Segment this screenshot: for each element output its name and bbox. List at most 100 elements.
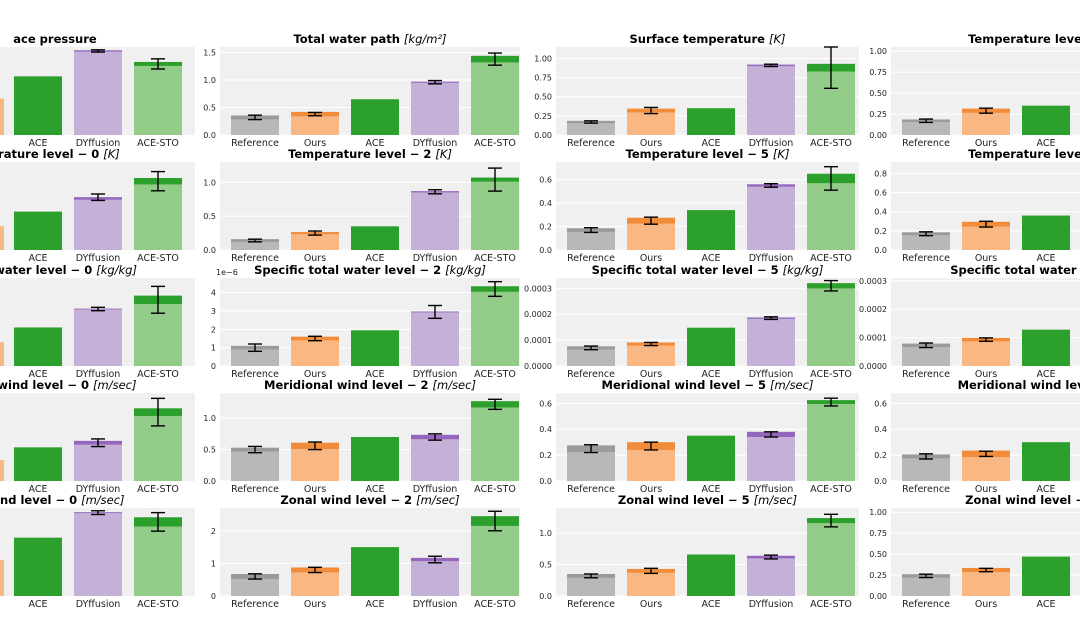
bar-ace	[687, 327, 735, 366]
y-tick-label: 1.00	[869, 47, 887, 56]
subplot-title: Specific total water lev	[950, 263, 1080, 277]
y-tick-label: 0.2	[539, 223, 552, 232]
x-tick-label: Reference	[231, 484, 279, 495]
x-tick-label: Ours	[304, 369, 326, 380]
subplot-title: Zonal wind level −	[965, 493, 1080, 507]
x-tick-label: ACE	[366, 369, 385, 380]
x-tick-label: Reference	[902, 138, 950, 149]
y-tick-label: 1.0	[203, 414, 216, 423]
y-scale-label: 1e−6	[216, 268, 238, 277]
x-tick-label: ACE	[29, 599, 48, 610]
subplot-10: 0 1 2 3 4 1e−6 Reference Ours ACE DYffusion ACE-ST…	[211, 263, 520, 380]
x-tick-label: Reference	[231, 138, 279, 149]
y-tick-label: 2	[211, 325, 216, 334]
x-tick-label: ACE-STO	[137, 599, 179, 610]
bar-ace	[1022, 329, 1070, 366]
y-tick-label: 0.4	[539, 199, 552, 208]
x-tick-label: ACE-STO	[474, 138, 516, 149]
x-tick-label: Ours	[975, 253, 997, 264]
bar-ace-sto	[471, 59, 519, 135]
x-tick-label: ACE	[702, 253, 721, 264]
subplot-13: ACE DYffusion ACE-STO nal wind level − 0 [m…	[0, 378, 195, 495]
x-tick-label: ACE-STO	[474, 253, 516, 264]
subplot-2: 0.0 0.5 1.0 1.5 Reference Ours ACE DYffusion ACE…	[203, 32, 520, 149]
bar-dyffusion	[747, 557, 795, 596]
bar-reference	[231, 347, 279, 366]
x-tick-label: ACE-STO	[137, 138, 179, 149]
y-tick-label: 0.4	[874, 425, 887, 434]
bar-partial	[0, 226, 4, 250]
subplot-11: 0.0000 0.0001 0.0002 0.0003 Reference Ours ACE…	[524, 263, 859, 380]
bar-ours	[291, 445, 339, 481]
y-tick-label: 0.0	[539, 477, 552, 486]
x-tick-label: ACE	[29, 138, 48, 149]
subplot-3: 0.00 0.25 0.50 0.75 1.00 Reference Ours ACE DYff…	[534, 32, 859, 149]
bar-ace	[14, 76, 62, 135]
bar-ours	[627, 446, 675, 481]
y-tick-label: 0.5	[203, 104, 216, 113]
bar-ours	[627, 344, 675, 366]
x-tick-label: Reference	[902, 484, 950, 495]
bar-dyffusion	[747, 318, 795, 366]
x-tick-label: Reference	[567, 138, 615, 149]
y-tick-label: 0.0003	[524, 284, 552, 293]
x-tick-label: ACE-STO	[810, 369, 852, 380]
x-tick-label: ACE	[366, 253, 385, 264]
x-tick-label: Reference	[567, 599, 615, 610]
subplot-title: Zonal wind level − 5 [m/sec]	[618, 493, 797, 507]
y-tick-label: 0.0	[203, 131, 216, 140]
x-tick-label: Ours	[975, 484, 997, 495]
bar-dyffusion	[747, 65, 795, 135]
y-tick-label: 1.0	[539, 529, 552, 538]
y-tick-label: 0.4	[874, 208, 887, 217]
bar-dyffusion	[411, 191, 459, 250]
bar-ours	[627, 110, 675, 135]
bar-reference	[231, 449, 279, 481]
x-tick-label: Reference	[231, 253, 279, 264]
x-tick-label: Ours	[304, 599, 326, 610]
x-tick-label: Ours	[304, 138, 326, 149]
y-tick-label: 0.0002	[524, 310, 552, 319]
x-tick-label: DYffusion	[413, 369, 458, 380]
bar-dyffusion	[74, 197, 122, 250]
y-tick-label: 0.2	[874, 451, 887, 460]
y-tick-label: 0	[211, 362, 216, 371]
bar-ours	[291, 233, 339, 250]
x-tick-label: ACE-STO	[810, 484, 852, 495]
bar-ace	[14, 447, 62, 481]
subplot-6: 0.0 0.5 1.0 Reference Ours ACE DYffusion ACE-ST…	[203, 147, 520, 264]
x-tick-label: ACE	[702, 599, 721, 610]
bar-ours	[291, 338, 339, 366]
subplot-12: 0.0000 0.0001 0.0002 0.0003 Reference Ours ACE…	[859, 263, 1080, 380]
y-tick-label: 4	[211, 289, 216, 298]
bar-ace	[351, 99, 399, 135]
x-tick-label: ACE-STO	[810, 599, 852, 610]
subplot-title: Temperature level − 2 [K]	[288, 147, 452, 161]
bar-ours	[962, 224, 1010, 250]
x-tick-label: ACE	[1037, 253, 1056, 264]
subplot-1: ACE DYffusion ACE-STO ace pressure	[0, 32, 195, 149]
subplot-18: 0 1 2 Reference Ours ACE DYffusion ACE-STO Zonal…	[211, 493, 520, 610]
bar-ace	[351, 437, 399, 481]
bar-ace-sto	[134, 63, 182, 135]
bar-ace	[351, 226, 399, 250]
y-tick-label: 0.8	[874, 169, 887, 178]
y-tick-label: 0.00	[869, 592, 887, 601]
y-tick-label: 0.50	[869, 89, 887, 98]
bar-ace	[351, 547, 399, 596]
bar-reference	[231, 117, 279, 135]
x-tick-label: DYffusion	[749, 484, 794, 495]
x-tick-label: Ours	[640, 253, 662, 264]
x-tick-label: ACE-STO	[474, 484, 516, 495]
x-tick-label: DYffusion	[413, 138, 458, 149]
bar-reference	[567, 230, 615, 250]
y-tick-label: 0.0	[874, 246, 887, 255]
x-tick-label: Ours	[304, 253, 326, 264]
bar-dyffusion	[74, 50, 122, 136]
x-tick-label: DYffusion	[413, 599, 458, 610]
bar-dyffusion	[411, 82, 459, 135]
bar-partial	[0, 342, 4, 366]
y-tick-label: 0.0	[539, 592, 552, 601]
subplot-title: erature level − 0 [K]	[0, 147, 120, 161]
y-tick-label: 3	[211, 307, 216, 316]
